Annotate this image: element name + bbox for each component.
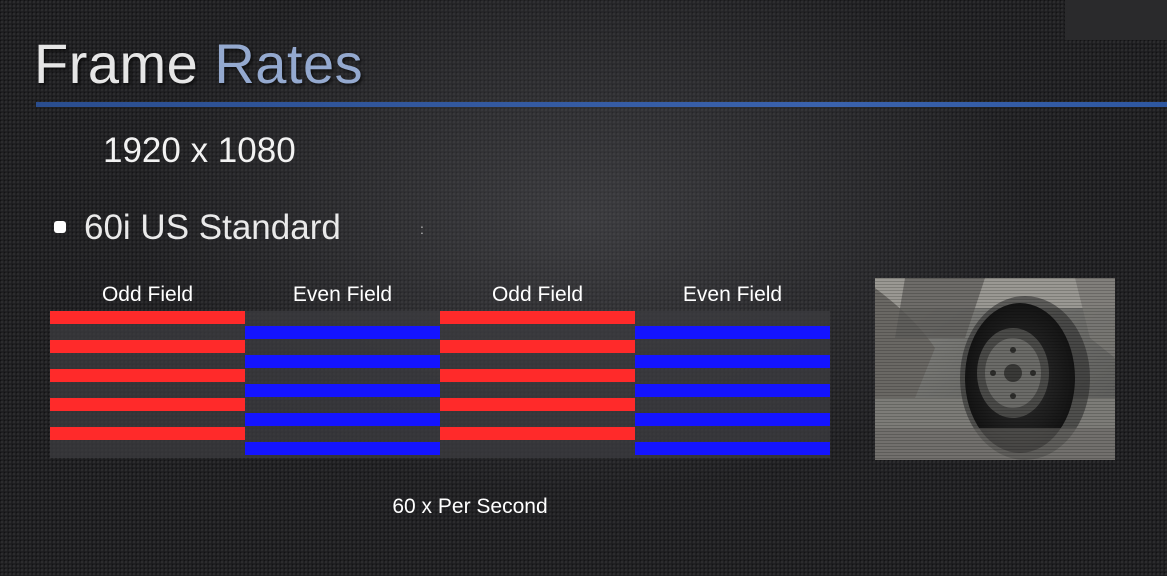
rate-caption: 60 x Per Second <box>392 495 548 518</box>
scan-line <box>245 442 440 455</box>
even-field-lines-2 <box>635 311 830 458</box>
scan-line <box>50 311 245 324</box>
scan-line <box>635 442 830 455</box>
title-word-frame: Frame <box>34 32 199 95</box>
scan-line <box>440 398 635 411</box>
scan-line <box>50 427 245 440</box>
field-label-4: Even Field <box>682 283 783 306</box>
scan-line <box>440 311 635 324</box>
title-underline <box>36 102 1167 107</box>
scan-line <box>440 427 635 440</box>
interlaced-wheel-photo <box>875 278 1115 460</box>
field-label-1: Odd Field <box>101 283 194 306</box>
odd-field-lines-2 <box>440 311 635 458</box>
scan-line <box>245 413 440 426</box>
slide-title: Frame Rates <box>34 28 363 100</box>
scan-line <box>50 340 245 353</box>
scan-line <box>635 413 830 426</box>
scan-line <box>635 384 830 397</box>
resolution-text: 1920 x 1080 <box>103 131 296 170</box>
scan-line <box>50 398 245 411</box>
bullet-icon <box>54 221 66 233</box>
scan-line <box>635 326 830 339</box>
field-label-3: Odd Field <box>491 283 584 306</box>
field-label-2: Even Field <box>292 283 393 306</box>
scan-line <box>440 340 635 353</box>
scan-line <box>440 369 635 382</box>
bullet-text: 60i US Standard <box>84 208 341 247</box>
even-field-lines-1 <box>245 311 440 458</box>
title-word-rates: Rates <box>214 32 364 95</box>
bullet-colon: : <box>420 221 424 237</box>
scan-line <box>245 355 440 368</box>
odd-field-lines-1 <box>50 311 245 458</box>
scan-line <box>245 326 440 339</box>
scan-line <box>635 355 830 368</box>
scan-line <box>245 384 440 397</box>
corner-patch <box>1065 0 1167 40</box>
scan-line <box>50 369 245 382</box>
